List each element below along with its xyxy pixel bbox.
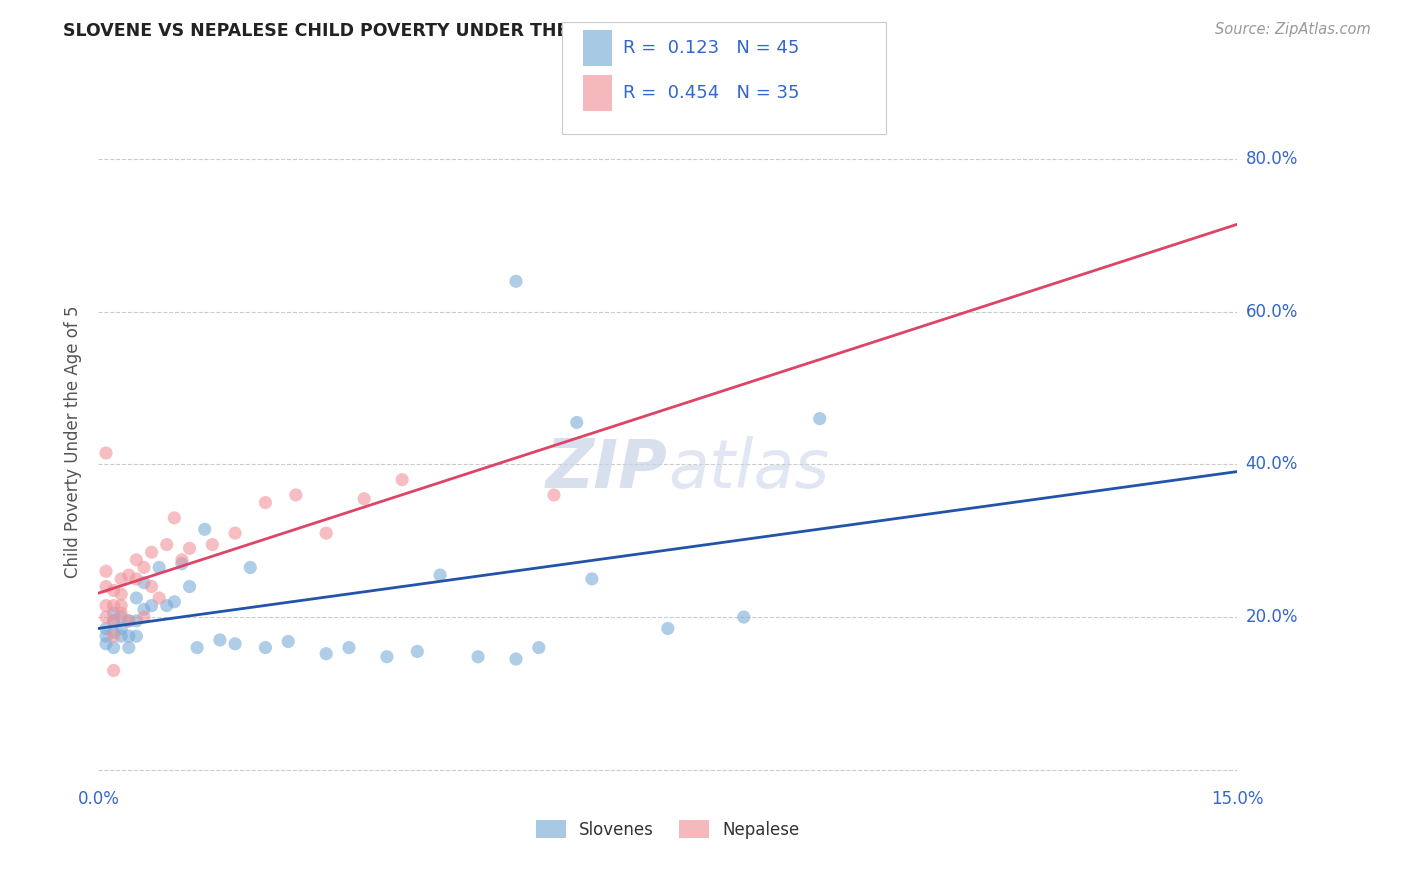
Point [170,557,193,571]
Point [110,622,132,636]
Point [315,526,337,541]
Point [141,580,163,594]
Point [118,568,141,582]
Point [103,607,125,621]
Point [657,622,679,636]
Text: ZIP: ZIP [546,436,668,502]
Text: atlas: atlas [668,436,830,502]
Point [141,545,163,559]
Text: R =  0.454   N = 35: R = 0.454 N = 35 [623,84,800,102]
Point [186,640,208,655]
Point [110,610,132,624]
Point [156,537,179,551]
Point [224,637,246,651]
Point [132,610,155,624]
Point [406,644,429,658]
Point [94,446,117,460]
Legend: Slovenes, Nepalese: Slovenes, Nepalese [529,814,807,846]
Point [118,614,141,628]
Point [565,416,588,430]
Point [467,649,489,664]
Point [543,488,565,502]
Point [94,637,117,651]
Point [103,614,125,628]
Point [148,560,170,574]
Point [391,473,413,487]
Point [353,491,375,506]
Point [315,647,337,661]
Point [125,553,148,567]
Text: 60.0%: 60.0% [1246,302,1298,321]
Point [103,614,125,628]
Point [581,572,603,586]
Point [179,580,201,594]
Point [110,572,132,586]
Point [94,580,117,594]
Point [337,640,360,655]
Point [505,274,527,288]
Point [733,610,755,624]
Point [170,553,193,567]
Point [194,522,217,536]
Point [224,526,246,541]
Point [103,664,125,678]
Point [179,541,201,556]
Point [118,640,141,655]
Text: Source: ZipAtlas.com: Source: ZipAtlas.com [1215,22,1371,37]
Point [505,652,527,666]
Point [163,511,186,525]
Point [103,583,125,598]
Point [94,629,117,643]
Point [94,610,117,624]
Point [110,587,132,601]
Point [125,591,148,605]
Point [201,537,224,551]
Point [239,560,262,574]
Point [284,488,307,502]
Point [94,599,117,613]
Point [156,599,179,613]
Point [110,599,132,613]
Point [132,602,155,616]
Point [254,495,277,509]
Point [110,629,132,643]
Point [94,564,117,578]
Text: 40.0%: 40.0% [1246,456,1298,474]
Point [118,614,141,628]
Point [118,629,141,643]
Text: 20.0%: 20.0% [1246,608,1298,626]
Point [527,640,550,655]
Text: R =  0.123   N = 45: R = 0.123 N = 45 [623,39,799,57]
Point [132,560,155,574]
Point [163,595,186,609]
Point [148,591,170,605]
Point [141,599,163,613]
Point [277,634,299,648]
Point [103,640,125,655]
Point [125,614,148,628]
Text: 80.0%: 80.0% [1246,150,1298,169]
Point [103,625,125,640]
Point [103,629,125,643]
Point [110,607,132,621]
Point [208,632,231,647]
Point [375,649,398,664]
Point [808,411,831,425]
Point [103,599,125,613]
Point [125,629,148,643]
Text: SLOVENE VS NEPALESE CHILD POVERTY UNDER THE AGE OF 5 CORRELATION CHART: SLOVENE VS NEPALESE CHILD POVERTY UNDER … [63,22,880,40]
Point [132,575,155,590]
Point [254,640,277,655]
Y-axis label: Child Poverty Under the Age of 5: Child Poverty Under the Age of 5 [65,305,83,578]
Point [429,568,451,582]
Point [125,572,148,586]
Point [94,622,117,636]
